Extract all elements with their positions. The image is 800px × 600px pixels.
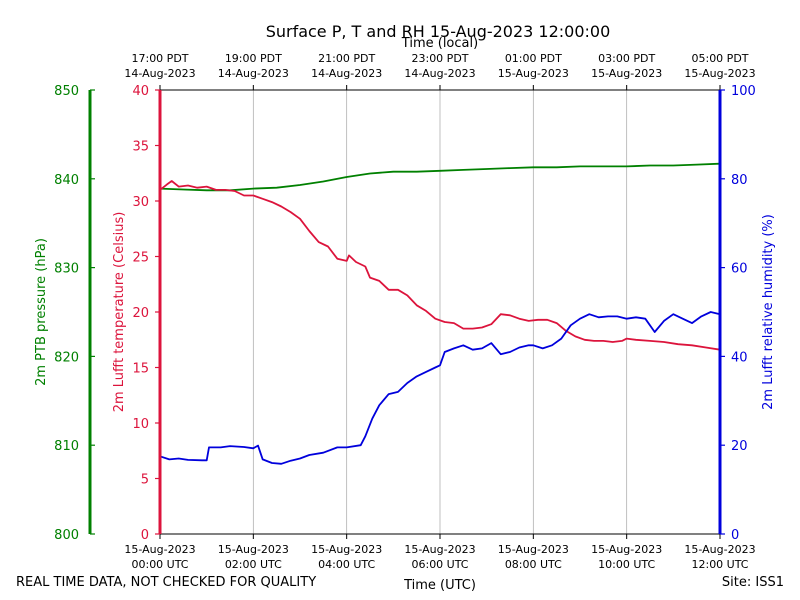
top-axis-label: Time (local) bbox=[401, 36, 478, 51]
pressure-tick-label: 850 bbox=[54, 84, 79, 99]
top-tick-time: 17:00 PDT bbox=[131, 52, 188, 65]
temperature-tick-label: 40 bbox=[132, 84, 149, 99]
top-tick-date: 15-Aug-2023 bbox=[498, 67, 569, 80]
site-label: Site: ISS1 bbox=[721, 575, 784, 590]
bottom-tick-time: 00:00 UTC bbox=[131, 558, 188, 571]
temperature-tick-label: 15 bbox=[132, 362, 149, 377]
top-tick-date: 14-Aug-2023 bbox=[218, 67, 289, 80]
pressure-tick-label: 820 bbox=[54, 350, 79, 365]
temperature-tick-label: 20 bbox=[132, 306, 149, 321]
bottom-tick-date: 15-Aug-2023 bbox=[404, 543, 475, 556]
humidity-tick-label: 100 bbox=[731, 84, 756, 99]
humidity-series-line bbox=[159, 311, 721, 465]
humidity-tick-label: 40 bbox=[731, 350, 748, 365]
humidity-tick-label: 0 bbox=[731, 528, 739, 543]
temperature-tick-label: 30 bbox=[132, 195, 149, 210]
top-tick-time: 21:00 PDT bbox=[318, 52, 375, 65]
bottom-tick-date: 15-Aug-2023 bbox=[684, 543, 755, 556]
top-tick-time: 01:00 PDT bbox=[505, 52, 562, 65]
temperature-tick-label: 35 bbox=[132, 140, 149, 155]
top-tick-date: 14-Aug-2023 bbox=[124, 67, 195, 80]
bottom-tick-date: 15-Aug-2023 bbox=[218, 543, 289, 556]
humidity-tick-label: 80 bbox=[731, 173, 748, 188]
temperature-tick-label: 10 bbox=[132, 417, 149, 432]
bottom-tick-time: 10:00 UTC bbox=[598, 558, 655, 571]
bottom-axis-label: Time (UTC) bbox=[403, 578, 476, 593]
series-layer bbox=[159, 162, 721, 465]
bottom-tick-date: 15-Aug-2023 bbox=[124, 543, 195, 556]
pressure-series-line bbox=[159, 162, 721, 192]
pressure-tick-label: 830 bbox=[54, 262, 79, 277]
bottom-tick-date: 15-Aug-2023 bbox=[591, 543, 662, 556]
temperature-tick-label: 5 bbox=[141, 473, 149, 488]
pressure-tick-label: 810 bbox=[54, 439, 79, 454]
humidity-tick-label: 20 bbox=[731, 439, 748, 454]
grid bbox=[252, 90, 628, 534]
bottom-tick-time: 06:00 UTC bbox=[411, 558, 468, 571]
top-tick-date: 15-Aug-2023 bbox=[591, 67, 662, 80]
bottom-tick-date: 15-Aug-2023 bbox=[311, 543, 382, 556]
bottom-tick-time: 12:00 UTC bbox=[691, 558, 748, 571]
pressure-tick-label: 840 bbox=[54, 173, 79, 188]
temperature-tick-label: 25 bbox=[132, 251, 149, 266]
pressure-axis-title: 2m PTB pressure (hPa) bbox=[34, 238, 49, 386]
bottom-tick-date: 15-Aug-2023 bbox=[498, 543, 569, 556]
top-tick-time: 05:00 PDT bbox=[691, 52, 748, 65]
quality-notice: REAL TIME DATA, NOT CHECKED FOR QUALITY bbox=[16, 575, 317, 590]
top-tick-time: 23:00 PDT bbox=[411, 52, 468, 65]
top-tick-time: 03:00 PDT bbox=[598, 52, 655, 65]
top-tick-date: 14-Aug-2023 bbox=[404, 67, 475, 80]
bottom-tick-time: 02:00 UTC bbox=[225, 558, 282, 571]
temperature-series-line bbox=[159, 180, 721, 351]
pressure-tick-label: 800 bbox=[54, 528, 79, 543]
top-tick-time: 19:00 PDT bbox=[225, 52, 282, 65]
temperature-tick-label: 0 bbox=[141, 528, 149, 543]
axes: 17:00 PDT 14-Aug-2023 19:00 PDT 14-Aug-2023… bbox=[34, 52, 776, 571]
humidity-tick-label: 60 bbox=[731, 262, 748, 277]
bottom-tick-time: 04:00 UTC bbox=[318, 558, 375, 571]
temperature-axis-title: 2m Lufft temperature (Celsius) bbox=[112, 212, 127, 413]
bottom-tick-time: 08:00 UTC bbox=[505, 558, 562, 571]
top-tick-date: 15-Aug-2023 bbox=[684, 67, 755, 80]
humidity-axis-title: 2m Lufft relative humidity (%) bbox=[761, 214, 776, 410]
chart-title: Surface P, T and RH 15-Aug-2023 12:00:00 bbox=[266, 22, 611, 41]
top-tick-date: 14-Aug-2023 bbox=[311, 67, 382, 80]
